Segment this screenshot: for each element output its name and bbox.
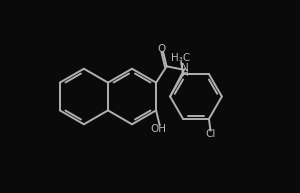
Text: H₃C: H₃C	[171, 53, 190, 63]
Text: H: H	[182, 69, 188, 79]
Text: N: N	[182, 63, 189, 73]
Text: Cl: Cl	[205, 129, 216, 139]
Text: OH: OH	[151, 124, 166, 134]
Text: O: O	[158, 43, 166, 53]
